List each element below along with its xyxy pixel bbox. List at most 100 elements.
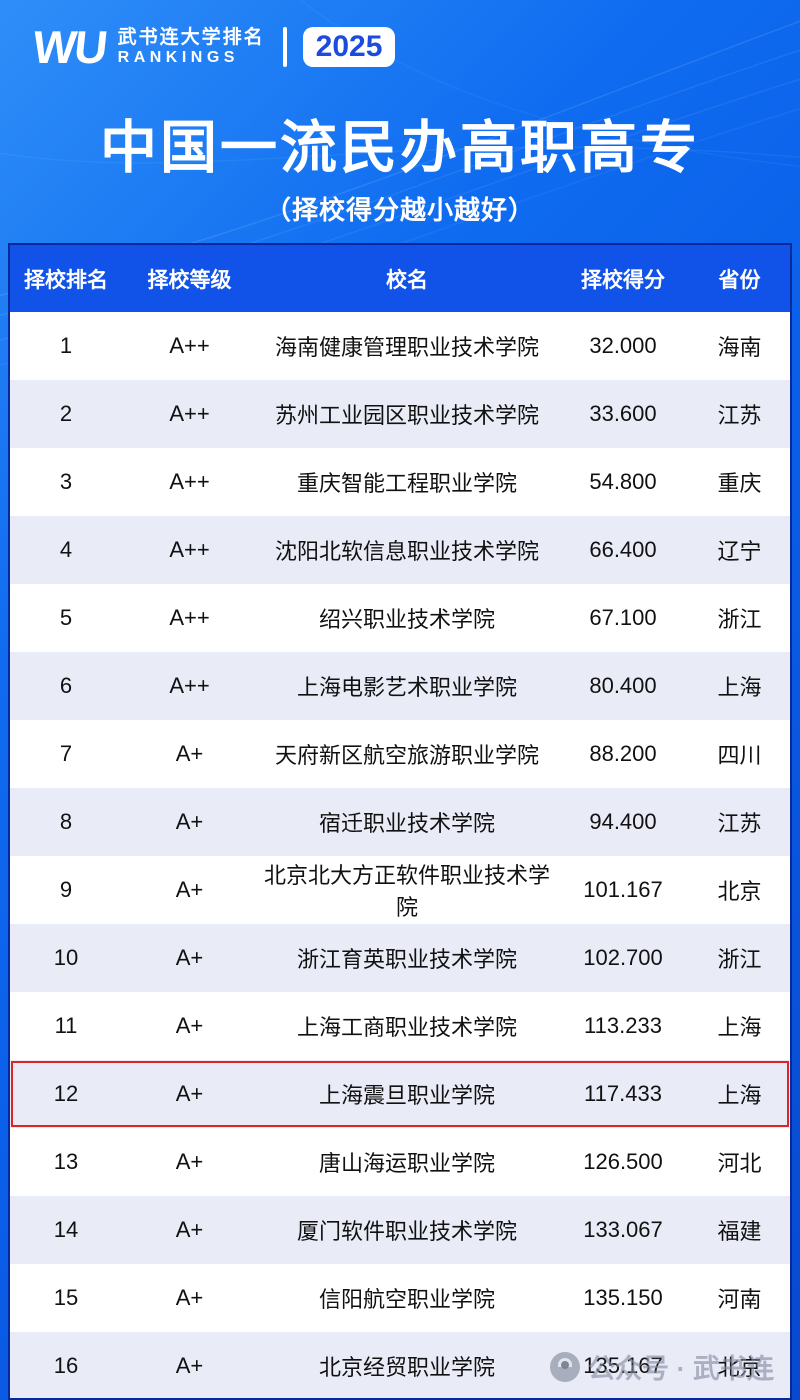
cell-grade: A+ xyxy=(175,1285,204,1310)
table-row: 10 A+ 浙江育英职业技术学院 102.700 浙江 xyxy=(10,924,790,992)
cell-school-name: 上海电影艺术职业学院 xyxy=(296,675,517,700)
cell-province: 北京 xyxy=(717,1355,762,1380)
header-grade: 择校等级 xyxy=(147,268,232,292)
table-row: 6 A++ 上海电影艺术职业学院 80.400 上海 xyxy=(10,652,790,720)
cell-rank: 2 xyxy=(59,401,73,426)
table-row: 5 A++ 绍兴职业技术学院 67.100 浙江 xyxy=(10,584,790,652)
cell-score: 88.200 xyxy=(589,741,657,766)
cell-school-name: 海南健康管理职业技术学院 xyxy=(274,335,539,360)
table-header-row: 择校排名 择校等级 校名 择校得分 省份 xyxy=(10,245,790,312)
cell-school-name: 苏州工业园区职业技术学院 xyxy=(274,403,539,428)
cell-rank: 14 xyxy=(53,1217,79,1242)
cell-school-name: 宿迁职业技术学院 xyxy=(318,811,495,836)
cell-school-name: 北京北大方正软件职业技术学院 xyxy=(263,863,550,920)
cell-score: 113.233 xyxy=(584,1013,662,1038)
table-row: 15 A+ 信阳航空职业学院 135.150 河南 xyxy=(10,1264,790,1332)
cell-score: 101.167 xyxy=(583,877,663,902)
page-subtitle: （择校得分越小越好） xyxy=(264,195,535,225)
cell-score: 66.400 xyxy=(589,537,657,562)
cell-province: 河南 xyxy=(717,1287,762,1312)
table-row: 4 A++ 沈阳北软信息职业技术学院 66.400 辽宁 xyxy=(10,516,790,584)
cell-province: 河北 xyxy=(717,1151,762,1176)
cell-province: 上海 xyxy=(717,675,762,700)
table-row: 13 A+ 唐山海运职业学院 126.500 河北 xyxy=(10,1128,790,1196)
brand-header: WU 武书连大学排名 RANKINGS 2025 xyxy=(30,21,396,73)
cell-school-name: 厦门软件职业技术学院 xyxy=(296,1219,517,1244)
cell-rank: 16 xyxy=(53,1353,79,1378)
table-row: 2 A++ 苏州工业园区职业技术学院 33.600 江苏 xyxy=(10,380,790,448)
cell-rank: 10 xyxy=(53,945,79,970)
cell-school-name: 上海工商职业技术学院 xyxy=(296,1015,517,1040)
cell-province: 北京 xyxy=(717,879,762,904)
brand-name-chinese: 武书连大学排名 xyxy=(117,26,265,48)
cell-province: 上海 xyxy=(717,1083,762,1108)
cell-school-name: 北京经贸职业学院 xyxy=(318,1355,495,1380)
brand-name-english: RANKINGS xyxy=(117,48,239,66)
table-row: 12 A+ 上海震旦职业学院 117.433 上海 xyxy=(10,1060,790,1128)
cell-province: 浙江 xyxy=(717,947,762,972)
ranking-table: 择校排名 择校等级 校名 择校得分 省份 1 A++ 海南健康管理职业技术学院 … xyxy=(8,243,792,1400)
table-row: 16 A+ 北京经贸职业学院 135.167 北京 xyxy=(10,1332,790,1398)
cell-rank: 13 xyxy=(53,1149,79,1174)
cell-province: 重庆 xyxy=(717,471,762,496)
table-row: 1 A++ 海南健康管理职业技术学院 32.000 海南 xyxy=(10,312,790,380)
cell-grade: A++ xyxy=(169,401,210,426)
table-row: 8 A+ 宿迁职业技术学院 94.400 江苏 xyxy=(10,788,790,856)
table-row: 14 A+ 厦门软件职业技术学院 133.067 福建 xyxy=(10,1196,790,1264)
cell-grade: A+ xyxy=(175,1013,204,1038)
year-badge: 2025 xyxy=(302,27,396,67)
cell-score: 126.500 xyxy=(583,1149,663,1174)
cell-score: 54.800 xyxy=(589,469,657,494)
table-row: 9 A+ 北京北大方正软件职业技术学院 101.167 北京 xyxy=(10,856,790,924)
cell-score: 94.400 xyxy=(589,809,657,834)
cell-grade: A+ xyxy=(175,1149,204,1174)
cell-score: 133.067 xyxy=(583,1217,663,1242)
cell-grade: A++ xyxy=(169,333,210,358)
cell-rank: 6 xyxy=(59,673,73,698)
table-row: 11 A+ 上海工商职业技术学院 113.233 上海 xyxy=(10,992,790,1060)
table-row: 7 A+ 天府新区航空旅游职业学院 88.200 四川 xyxy=(10,720,790,788)
cell-rank: 9 xyxy=(59,877,73,902)
cell-grade: A++ xyxy=(169,673,210,698)
cell-rank: 1 xyxy=(59,333,73,358)
cell-grade: A+ xyxy=(175,1217,204,1242)
cell-grade: A+ xyxy=(175,809,204,834)
cell-school-name: 浙江育英职业技术学院 xyxy=(296,947,517,972)
cell-score: 102.700 xyxy=(583,945,663,970)
cell-rank: 15 xyxy=(53,1285,79,1310)
header-rank: 择校排名 xyxy=(24,268,108,292)
brand-divider xyxy=(282,27,287,67)
cell-grade: A++ xyxy=(169,469,210,494)
cell-rank: 5 xyxy=(59,605,73,630)
cell-grade: A+ xyxy=(175,1353,204,1378)
cell-rank: 12 xyxy=(53,1081,79,1106)
cell-grade: A+ xyxy=(175,877,204,902)
header-school: 校名 xyxy=(386,268,428,292)
cell-grade: A+ xyxy=(175,945,204,970)
cell-province: 浙江 xyxy=(717,607,762,632)
header-score: 择校得分 xyxy=(581,268,665,292)
cell-school-name: 天府新区航空旅游职业学院 xyxy=(274,743,539,768)
cell-score: 80.400 xyxy=(589,673,657,698)
cell-school-name: 绍兴职业技术学院 xyxy=(318,607,495,632)
cell-grade: A++ xyxy=(169,605,210,630)
cell-rank: 4 xyxy=(59,537,73,562)
cell-province: 江苏 xyxy=(717,403,762,428)
cell-rank: 8 xyxy=(59,809,73,834)
header-province: 省份 xyxy=(718,268,761,292)
cell-score: 135.150 xyxy=(583,1285,663,1310)
page-title: 中国一流民办高职高专 xyxy=(100,116,700,180)
cell-school-name: 信阳航空职业学院 xyxy=(318,1287,495,1312)
cell-province: 江苏 xyxy=(717,811,762,836)
cell-grade: A+ xyxy=(175,741,204,766)
table-row: 3 A++ 重庆智能工程职业学院 54.800 重庆 xyxy=(10,448,790,516)
cell-province: 海南 xyxy=(717,335,762,360)
cell-province: 辽宁 xyxy=(717,539,762,564)
cell-score: 67.100 xyxy=(589,605,657,630)
cell-rank: 11 xyxy=(54,1013,78,1038)
cell-score: 32.000 xyxy=(589,333,657,358)
cell-province: 福建 xyxy=(717,1219,762,1244)
cell-score: 117.433 xyxy=(584,1081,662,1106)
cell-rank: 7 xyxy=(59,741,73,766)
brand-text-stack: 武书连大学排名 RANKINGS xyxy=(118,27,265,67)
